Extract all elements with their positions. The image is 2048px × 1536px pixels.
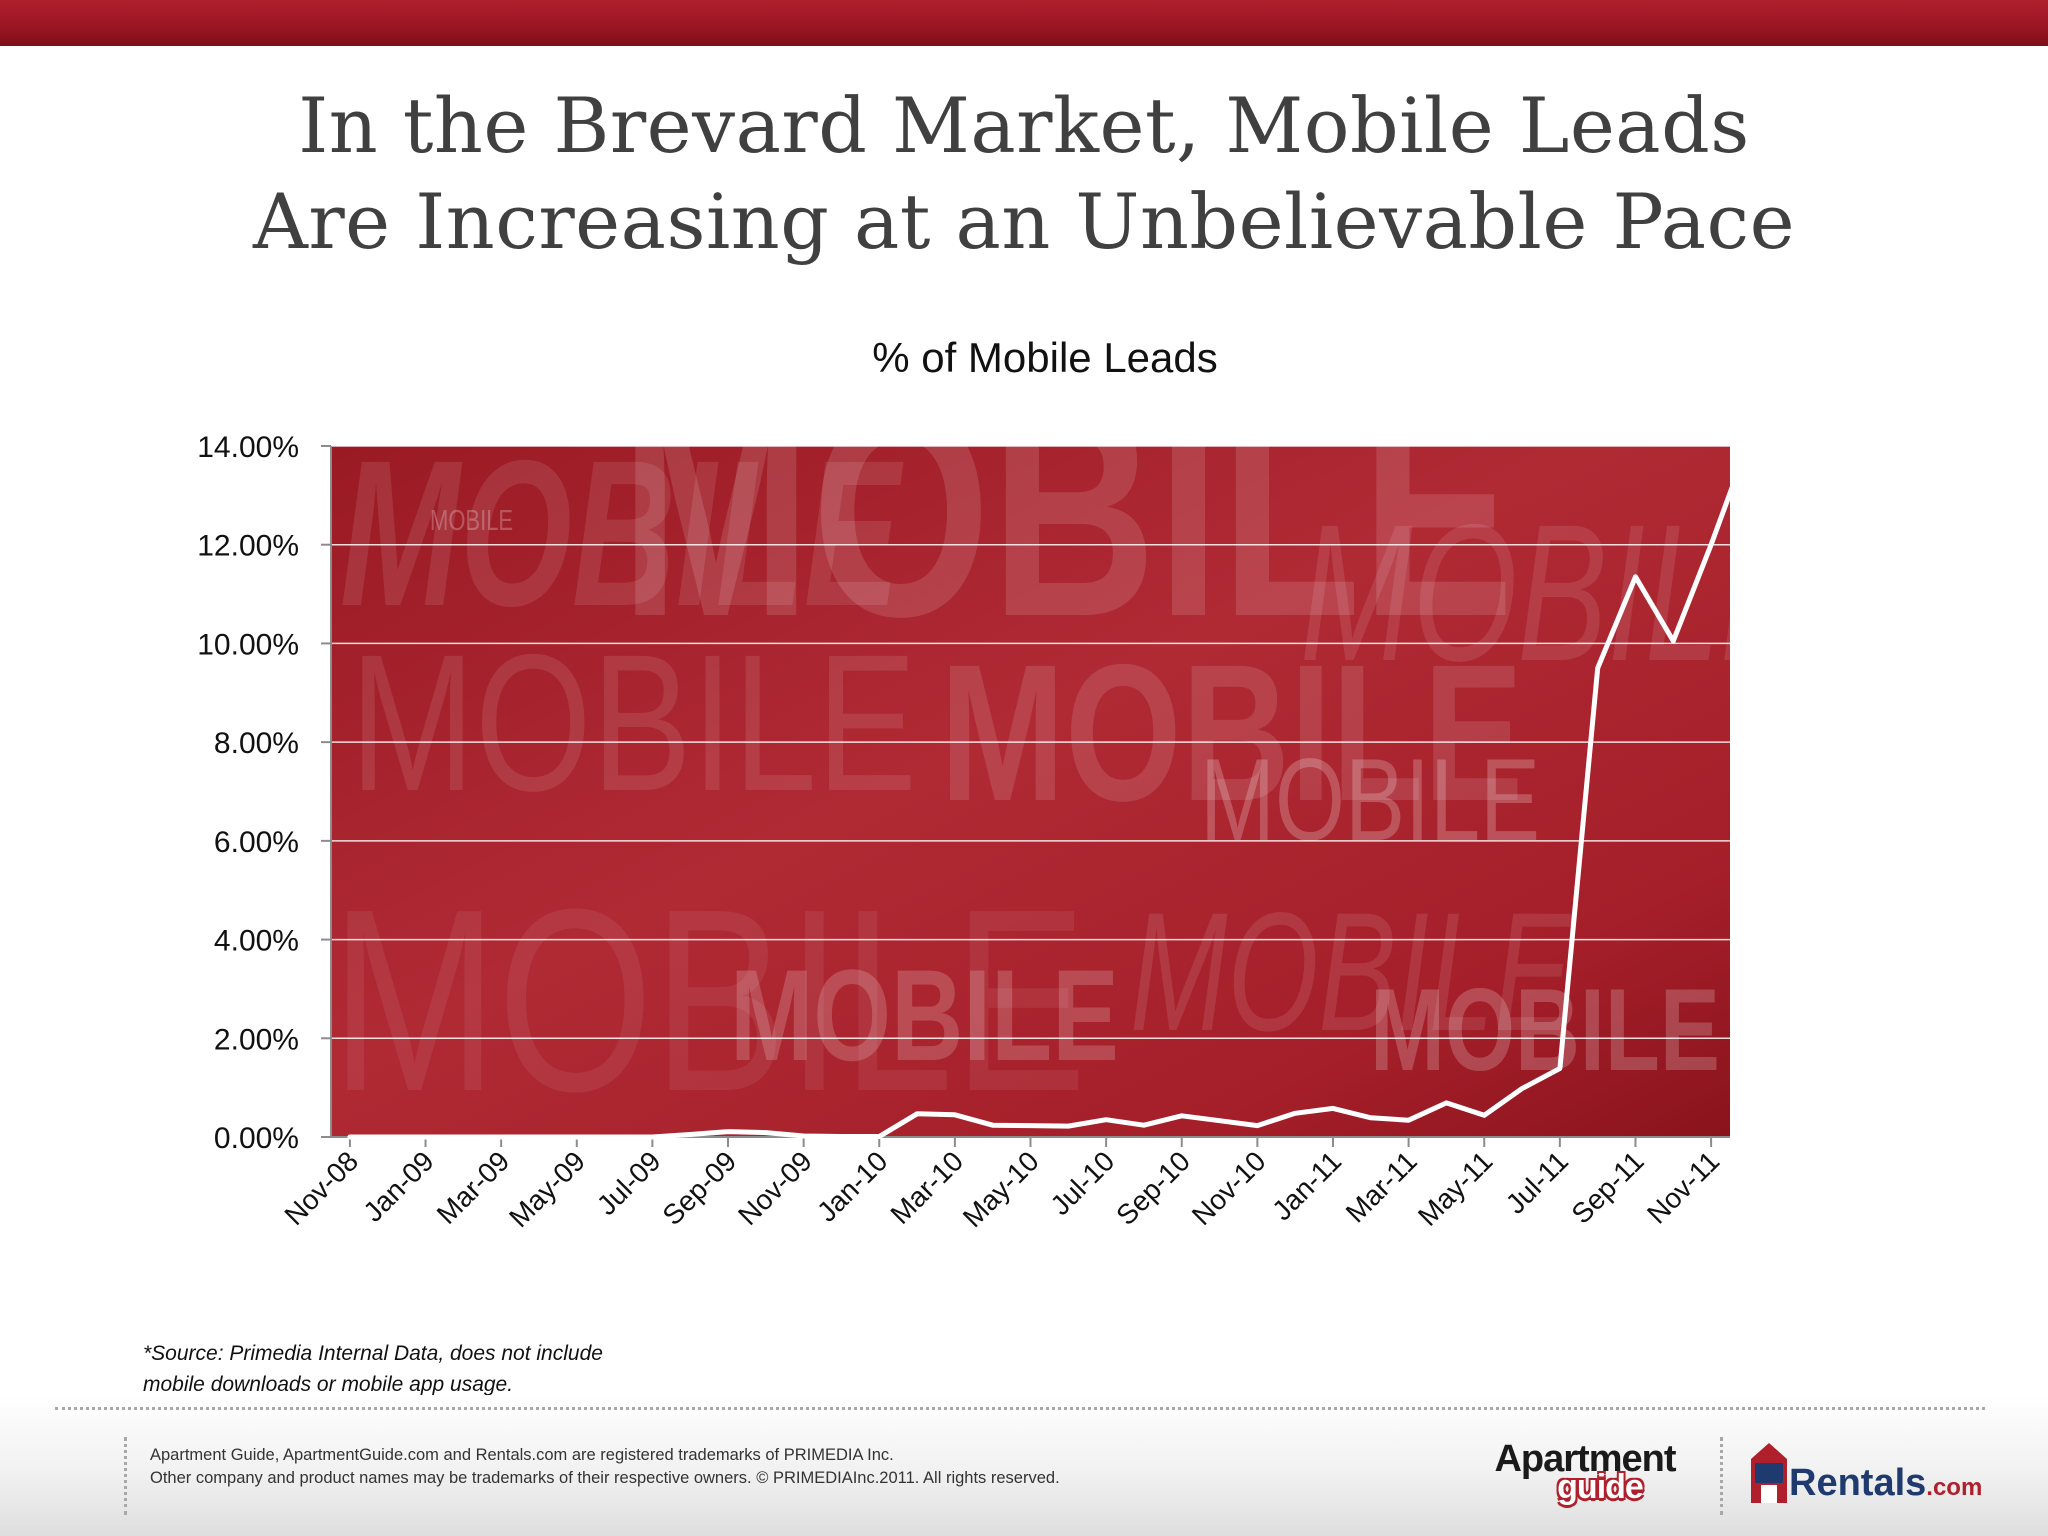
slide-title: In the Brevard Market, Mobile Leads Are …	[0, 78, 2048, 270]
slide-title-line-2: Are Increasing at an Unbelievable Pace	[252, 177, 1796, 266]
rentals-logo: Rentals.com	[1745, 1441, 2005, 1511]
watermark-word: MOBILE	[1300, 483, 1812, 702]
watermark-word: MOBILE	[620, 345, 1514, 679]
y-tick-label: 6.00%	[214, 826, 299, 859]
x-tick-label: Sep-11	[1565, 1145, 1649, 1229]
x-tick-label: Sep-10	[1110, 1145, 1196, 1231]
legal-text: Apartment Guide, ApartmentGuide.com and …	[150, 1444, 1350, 1490]
y-tick-label: 4.00%	[214, 925, 299, 958]
y-tick-label: 10.00%	[197, 628, 299, 661]
y-tick-label: 14.00%	[197, 431, 299, 464]
top-accent-bar	[0, 0, 2048, 46]
x-tick-label: Mar-09	[431, 1145, 516, 1230]
x-tick-label: Jan-11	[1266, 1145, 1347, 1226]
watermark-word: MOBILE	[1200, 736, 1540, 866]
chart-title: % of Mobile Leads	[872, 334, 1218, 381]
apartment-guide-logo-bottom: guide	[1557, 1468, 1644, 1506]
watermark-word: MOBILE	[350, 614, 917, 831]
slide-title-line-1: In the Brevard Market, Mobile Leads	[298, 81, 1750, 170]
legal-line-2: Other company and product names may be t…	[150, 1469, 1060, 1487]
y-tick-labels: 0.00% 2.00% 4.00% 6.00% 8.00% 10.00% 12.00% 14.…	[197, 431, 299, 1155]
source-note: *Source: Primedia Internal Data, does no…	[143, 1338, 843, 1400]
y-tick-label: 12.00%	[197, 530, 299, 563]
source-line-1: *Source: Primedia Internal Data, does no…	[143, 1342, 603, 1365]
x-tick-label: Jul-11	[1500, 1145, 1574, 1219]
x-tick-label: Nov-11	[1641, 1145, 1725, 1229]
watermark-word: MOBILE	[1130, 877, 1574, 1067]
watermark-word: MOBILE	[340, 417, 904, 650]
x-tick-label: May-10	[957, 1145, 1045, 1233]
gridlines	[331, 445, 1730, 1040]
x-tick-label: Jul-10	[1045, 1145, 1121, 1221]
x-tick-label: Mar-10	[884, 1145, 969, 1230]
x-tick-label: May-11	[1412, 1145, 1498, 1231]
footer: Apartment Guide, ApartmentGuide.com and …	[0, 1395, 2048, 1536]
watermark-word: MOBILE	[430, 505, 513, 536]
house-icon	[1751, 1443, 1787, 1503]
series-line	[347, 485, 1735, 1140]
apartment-guide-logo-top: Apartment	[1494, 1438, 1676, 1480]
x-tick-label: Nov-10	[1186, 1145, 1272, 1231]
watermark-word: MOBILE	[331, 856, 1087, 1146]
y-tick-label: 8.00%	[214, 727, 299, 760]
x-tick-label: Nov-08	[278, 1145, 364, 1231]
x-tick-label: May-09	[503, 1145, 591, 1233]
y-tick-label: 2.00%	[214, 1023, 299, 1056]
apartment-guide-logo: Apartment guide	[1470, 1439, 1700, 1519]
watermark-word: MOBILE	[730, 942, 1119, 1088]
series-mobile-leads	[347, 485, 1735, 1140]
x-tick-label: Nov-09	[732, 1145, 818, 1231]
rentals-wordmark: Rentals.com	[1789, 1461, 1982, 1510]
legal-line-1: Apartment Guide, ApartmentGuide.com and …	[150, 1446, 894, 1464]
x-tick-label: Mar-11	[1340, 1145, 1423, 1228]
x-tick-label: Jan-10	[811, 1145, 893, 1227]
footer-left-rule	[124, 1437, 127, 1515]
footer-divider	[55, 1407, 1985, 1410]
x-tick-label: Sep-09	[656, 1145, 742, 1231]
x-tick-label: Jan-09	[357, 1145, 439, 1227]
rentals-wordmark-suffix: .com	[1926, 1474, 1983, 1501]
y-tick-label: 0.00%	[214, 1122, 299, 1155]
chart-container: % of Mobile Leads MOBILE MOBILE MOBILE MOBI…	[0, 330, 2048, 1310]
plot-area	[331, 446, 1730, 1137]
watermark-word: MOBILE	[940, 624, 1523, 841]
source-line-2: mobile downloads or mobile app usage.	[143, 1373, 514, 1396]
x-tick-label: Jul-09	[591, 1145, 667, 1221]
footer-logo-divider	[1720, 1437, 1723, 1515]
rentals-wordmark-main: Rentals	[1789, 1462, 1927, 1504]
